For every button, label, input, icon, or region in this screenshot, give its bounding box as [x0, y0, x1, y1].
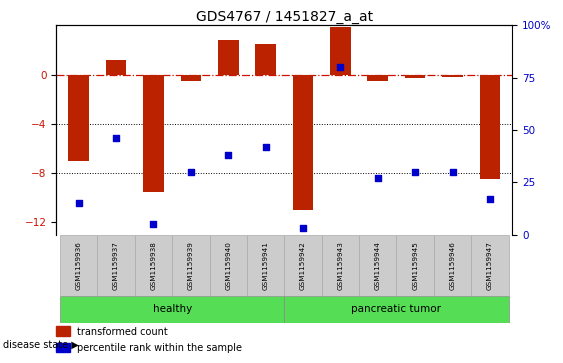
Bar — [218, 40, 239, 75]
Text: GSM1159936: GSM1159936 — [76, 241, 82, 290]
Bar — [97, 234, 135, 296]
Point — [224, 152, 233, 158]
Bar — [181, 75, 201, 81]
Bar — [135, 234, 172, 296]
Point — [485, 196, 494, 202]
Bar — [405, 75, 426, 78]
Text: GSM1159944: GSM1159944 — [375, 241, 381, 290]
Bar — [143, 75, 164, 192]
Bar — [443, 75, 463, 77]
Bar — [172, 234, 209, 296]
Point — [74, 200, 83, 206]
Text: GSM1159937: GSM1159937 — [113, 241, 119, 290]
Bar — [106, 60, 126, 75]
Bar — [396, 234, 434, 296]
Point — [448, 169, 457, 175]
Text: GSM1159943: GSM1159943 — [337, 241, 343, 290]
Bar — [359, 234, 396, 296]
Text: pancreatic tumor: pancreatic tumor — [351, 305, 441, 314]
Bar — [330, 26, 351, 75]
Bar — [293, 75, 313, 210]
Bar — [434, 234, 471, 296]
Bar — [247, 234, 284, 296]
Bar — [284, 234, 321, 296]
Point — [373, 175, 382, 181]
Bar — [321, 234, 359, 296]
Text: healthy: healthy — [153, 305, 192, 314]
Text: GSM1159947: GSM1159947 — [487, 241, 493, 290]
Bar — [368, 75, 388, 81]
Bar — [209, 234, 247, 296]
Text: GSM1159938: GSM1159938 — [150, 241, 157, 290]
Bar — [60, 296, 284, 323]
Text: disease state ▶: disease state ▶ — [3, 340, 79, 350]
Bar — [284, 296, 508, 323]
Point — [261, 144, 270, 150]
Bar — [60, 234, 97, 296]
Bar — [69, 75, 89, 161]
Bar — [480, 75, 500, 179]
Point — [410, 169, 419, 175]
Text: GSM1159942: GSM1159942 — [300, 241, 306, 290]
Text: GSM1159941: GSM1159941 — [262, 241, 269, 290]
Text: transformed count: transformed count — [77, 327, 168, 337]
Text: GSM1159945: GSM1159945 — [412, 241, 418, 290]
Point — [111, 135, 120, 141]
Text: GSM1159939: GSM1159939 — [188, 241, 194, 290]
Point — [298, 225, 307, 231]
Point — [336, 64, 345, 70]
Point — [186, 169, 195, 175]
Point — [149, 221, 158, 227]
Title: GDS4767 / 1451827_a_at: GDS4767 / 1451827_a_at — [196, 11, 373, 24]
Text: GSM1159946: GSM1159946 — [449, 241, 455, 290]
Bar — [56, 343, 70, 352]
Bar — [471, 234, 508, 296]
Text: percentile rank within the sample: percentile rank within the sample — [77, 343, 242, 354]
Text: GSM1159940: GSM1159940 — [225, 241, 231, 290]
Bar — [56, 326, 70, 336]
Bar — [256, 44, 276, 75]
